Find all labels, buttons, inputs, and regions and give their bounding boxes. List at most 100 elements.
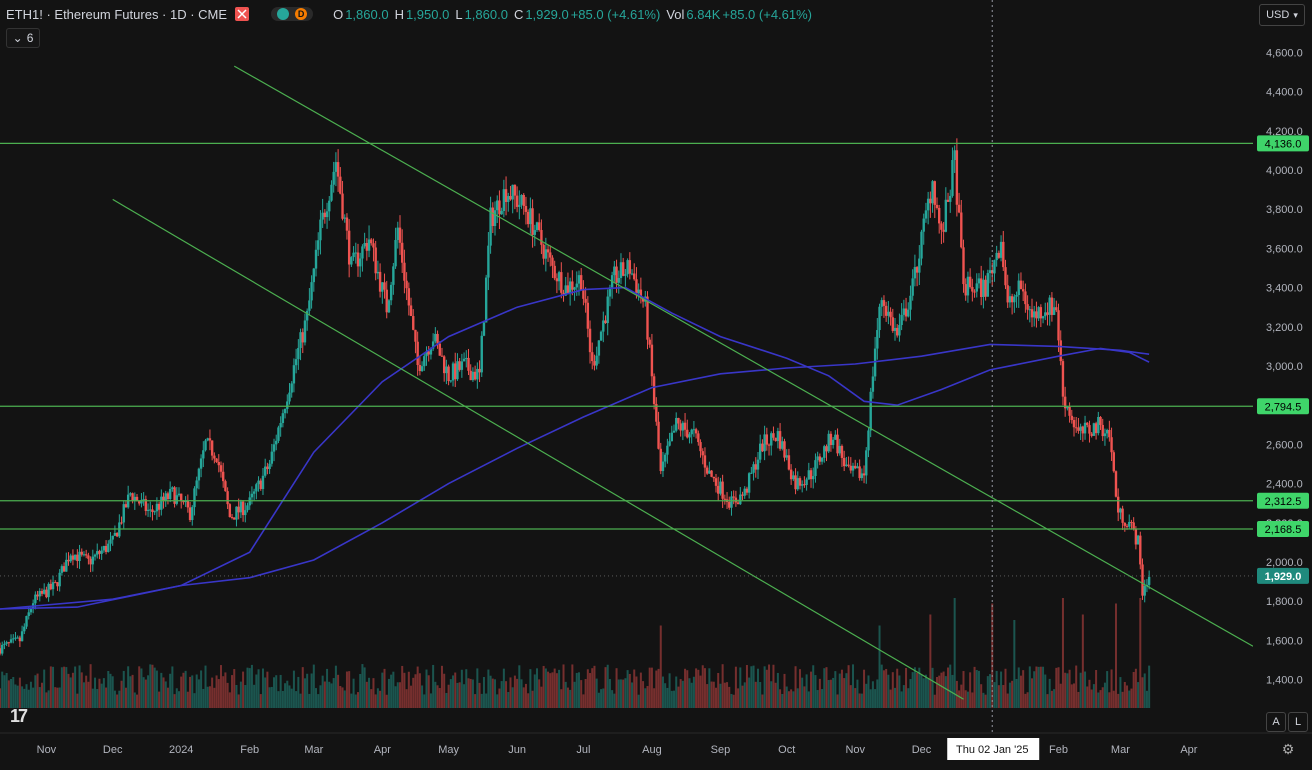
volume-bar-2024-04-13 [407, 671, 410, 708]
volume-bar-2024-05-15 [478, 682, 481, 708]
volume-bar-2024-04-07 [394, 686, 397, 708]
volume-bar-2025-01-19 [1028, 666, 1031, 708]
candle-body-2023-11-01 [45, 589, 48, 598]
candle-body-2024-05-30 [511, 184, 514, 200]
volume-bar-2024-08-11 [673, 690, 676, 708]
volume-bar-2025-03-03 [1123, 681, 1126, 708]
candle-body-2023-11-29 [107, 543, 110, 552]
candle-body-2023-11-21 [89, 558, 92, 565]
volume-bar-2023-11-26 [100, 683, 103, 708]
volume-bar-2024-02-27 [306, 673, 309, 708]
flag-icon[interactable] [235, 7, 250, 21]
volume-bar-2024-09-16 [752, 665, 755, 708]
candle-body-2024-02-08 [263, 466, 267, 476]
volume-bar-2023-11-21 [89, 664, 92, 708]
candle-body-2025-03-01 [1119, 508, 1122, 513]
gear-icon[interactable]: ⚙ [1281, 740, 1295, 757]
status-pill[interactable]: D [271, 7, 314, 21]
volume-bar-2024-03-16 [345, 671, 348, 708]
candle-body-2024-08-05 [659, 448, 662, 472]
candle-body-2024-05-09 [465, 357, 468, 359]
volume-bar-2024-08-17 [686, 670, 689, 708]
x-tick-label: Feb [1049, 744, 1068, 756]
candle-body-2024-09-17 [754, 464, 757, 470]
candle-body-2024-01-13 [206, 438, 209, 441]
candle-body-2023-12-28 [171, 487, 174, 489]
candle-body-2024-10-08 [800, 484, 804, 486]
candle-body-2024-12-11 [942, 229, 945, 232]
volume-bar-2024-07-09 [600, 689, 603, 708]
tradingview-logo[interactable]: 17 [10, 706, 28, 726]
delayed-badge: D [295, 8, 308, 20]
candle-body-2023-12-26 [166, 493, 170, 499]
volume-bar-2024-07-07 [595, 678, 598, 708]
volume-bar-2025-02-22 [1103, 682, 1106, 708]
candle-body-2023-12-25 [164, 493, 167, 501]
candle-body-2025-02-11 [1079, 426, 1082, 431]
indicator-count: 6 [26, 31, 34, 45]
candle-body-2023-12-15 [142, 499, 145, 501]
volume-bar-2025-02-02 [1059, 683, 1062, 708]
volume-bar-2025-01-13 [1015, 678, 1018, 708]
volume-bar-2024-06-06 [527, 693, 530, 708]
volume-bar-2024-08-04 [657, 668, 660, 708]
log-scale-button[interactable]: L [1288, 712, 1308, 732]
volume-bar-2024-10-24 [836, 694, 839, 708]
volume-bar-2024-01-12 [204, 665, 207, 708]
candle-body-2023-12-07 [124, 504, 128, 508]
volume-bar-2024-06-29 [577, 672, 580, 708]
volume-bar-2025-01-10 [1008, 682, 1011, 708]
candle-body-2025-02-18 [1094, 423, 1098, 434]
candle-body-2023-10-24 [27, 612, 30, 617]
candle-body-2023-12-22 [157, 503, 161, 510]
volume-bar-2024-01-09 [197, 679, 200, 708]
volume-bar-2024-05-24 [498, 688, 501, 708]
volume-bar-2024-03-23 [361, 664, 364, 708]
volume-bar-2025-01-06 [1000, 671, 1003, 708]
candle-body-2024-09-28 [778, 431, 782, 449]
candle-body-2024-09-24 [770, 433, 773, 446]
candle-body-2025-03-04 [1125, 525, 1129, 527]
candle-body-2024-09-22 [765, 434, 769, 445]
candle-body-2024-08-17 [686, 429, 689, 438]
symbol-title[interactable]: ETH1! · Ethereum Futures · 1D · CME [6, 6, 228, 22]
volume-bar-2023-12-11 [133, 692, 136, 708]
candle-body-2024-08-14 [679, 423, 682, 431]
candle-body-2025-02-04 [1063, 396, 1067, 409]
candle-body-2024-11-11 [876, 330, 879, 349]
volume-bar-2024-08-05 [659, 625, 662, 708]
candle-body-2025-02-06 [1068, 406, 1071, 416]
candle-body-2024-01-23 [228, 504, 232, 518]
auto-scale-button[interactable]: A [1266, 712, 1286, 732]
volume-bar-2024-01-16 [213, 687, 216, 708]
price-axis-background [1253, 0, 1312, 765]
volume-bar-2024-12-31 [986, 676, 989, 708]
price-axis: 1,400.01,600.01,800.02,000.02,200.02,400… [1253, 0, 1312, 765]
currency-button[interactable]: USD ▾ [1259, 4, 1305, 26]
volume-bar-2023-12-12 [136, 694, 139, 708]
volume-bar-2025-02-21 [1101, 687, 1104, 708]
volume-bar-2025-02-03 [1061, 598, 1064, 708]
candle-body-2024-01-09 [197, 468, 201, 481]
candle-body-2023-10-12 [1, 644, 4, 654]
current-price-tag [1257, 567, 1309, 584]
volume-bar-2024-11-23 [902, 685, 905, 708]
volume-bar-2024-07-11 [604, 667, 607, 708]
candle-body-2023-12-13 [138, 501, 141, 504]
candle-body-2023-11-26 [100, 550, 103, 554]
indicators-toggle-button[interactable]: ⌄ 6 [6, 28, 40, 48]
volume-bar-2024-11-29 [916, 672, 919, 708]
volume-bar-2023-11-01 [45, 692, 48, 708]
candle-body-2024-10-26 [840, 445, 844, 458]
volume-bar-2024-02-20 [290, 688, 293, 708]
volume-bar-2025-02-16 [1090, 689, 1093, 708]
candle-body-2024-12-30 [984, 279, 987, 297]
volume-bar-2024-08-29 [712, 681, 715, 708]
volume-bar-2024-07-03 [586, 669, 589, 708]
candle-body-2024-01-26 [235, 506, 238, 520]
candle-body-2024-07-10 [602, 320, 605, 332]
volume-bar-2024-08-08 [666, 687, 669, 708]
volume-bar-2024-06-08 [531, 690, 534, 708]
